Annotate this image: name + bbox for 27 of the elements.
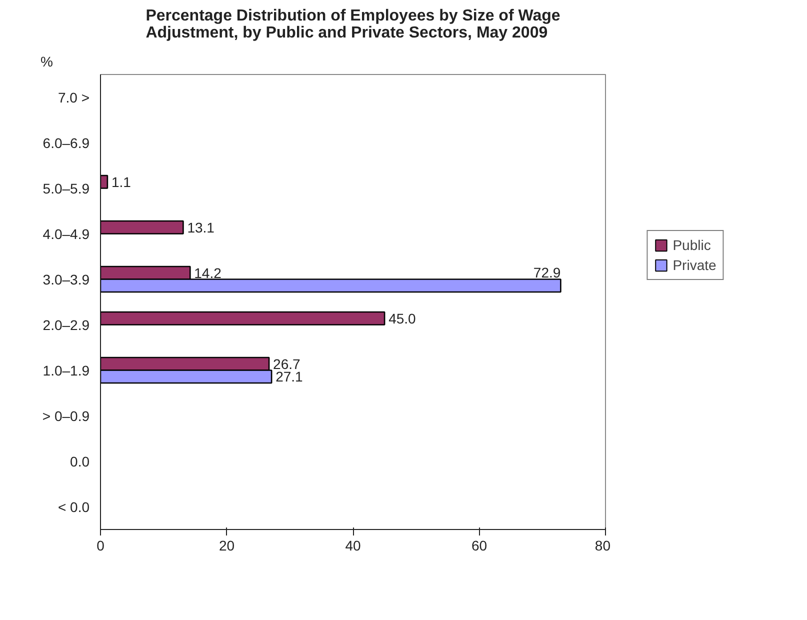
x-tick-label: 20 [218, 538, 235, 554]
y-tick-label: > 0–0.9 [42, 408, 90, 424]
data-label: 1.1 [111, 174, 132, 190]
y-tick-label: 2.0–2.9 [42, 316, 90, 333]
y-axis-title: % [40, 54, 53, 70]
x-tick-label: 40 [345, 538, 361, 554]
y-tick-label: 5.0–5.9 [42, 180, 90, 196]
legend-label: Private [672, 256, 716, 273]
y-tick-label: 1.0–1.9 [42, 362, 90, 378]
y-tick-label: < 0.0 [58, 498, 90, 515]
data-label: 72.9 [533, 264, 561, 281]
data-label: 13.1 [187, 219, 215, 236]
y-tick-label: 0.0 [70, 453, 90, 470]
y-tick-label: 4.0–4.9 [42, 226, 90, 242]
y-tick-label: 3.0–3.9 [42, 271, 90, 288]
bar [100, 174, 108, 189]
y-tick-label: 6.0–6.9 [42, 134, 90, 151]
x-tick-label: 0 [96, 538, 105, 554]
bar [100, 311, 386, 326]
x-tick-label: 80 [594, 538, 611, 554]
bar [100, 220, 184, 234]
x-tick-label: 60 [471, 538, 488, 554]
legend-label: Public [672, 236, 711, 253]
chart-title: Percentage Distribution of Employees by Size of Wage Adjustment, by Public and Private Sectors, May 2009 [146, 8, 560, 42]
data-label: 14.2 [194, 264, 222, 281]
data-label: 45.0 [388, 310, 416, 326]
y-tick-label: 7.0 > [58, 89, 90, 106]
